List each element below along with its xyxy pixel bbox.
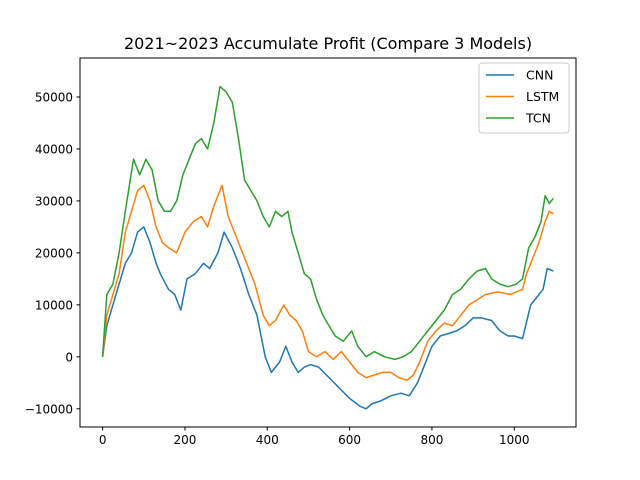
x-tick-label: 200 xyxy=(174,433,197,447)
legend: CNN LSTM TCN xyxy=(478,62,570,134)
plot-area-frame xyxy=(79,57,577,428)
y-tick-label: 10000 xyxy=(35,298,73,312)
y-tick-label: 20000 xyxy=(35,246,73,260)
y-tick-label: 30000 xyxy=(35,194,73,208)
x-tick-label: 0 xyxy=(99,433,107,447)
y-tick-label: 50000 xyxy=(35,90,73,104)
x-tick-label: 600 xyxy=(338,433,361,447)
x-tick-label: 400 xyxy=(256,433,279,447)
x-tick-label: 1000 xyxy=(499,433,530,447)
legend-label-cnn: CNN xyxy=(526,68,553,83)
legend-label-tcn: TCN xyxy=(525,111,551,126)
x-tick-label: 800 xyxy=(420,433,443,447)
series-layer xyxy=(101,85,554,410)
series-line-cnn xyxy=(101,226,554,410)
y-tick-label: 40000 xyxy=(35,142,73,156)
chart-title: 2021~2023 Accumulate Profit (Compare 3 M… xyxy=(124,34,532,53)
y-axis-ticks: −10000 0 10000 20000 30000 40000 50000 xyxy=(25,90,80,416)
y-tick-label: 0 xyxy=(65,350,73,364)
legend-label-lstm: LSTM xyxy=(526,89,559,104)
legend-items: CNN LSTM TCN xyxy=(486,68,559,126)
x-axis-ticks: 0 200 400 600 800 1000 xyxy=(99,427,530,447)
series-line-tcn xyxy=(101,85,554,361)
y-tick-label: −10000 xyxy=(25,402,73,416)
series-line-lstm xyxy=(101,184,554,381)
legend-box xyxy=(478,62,570,134)
